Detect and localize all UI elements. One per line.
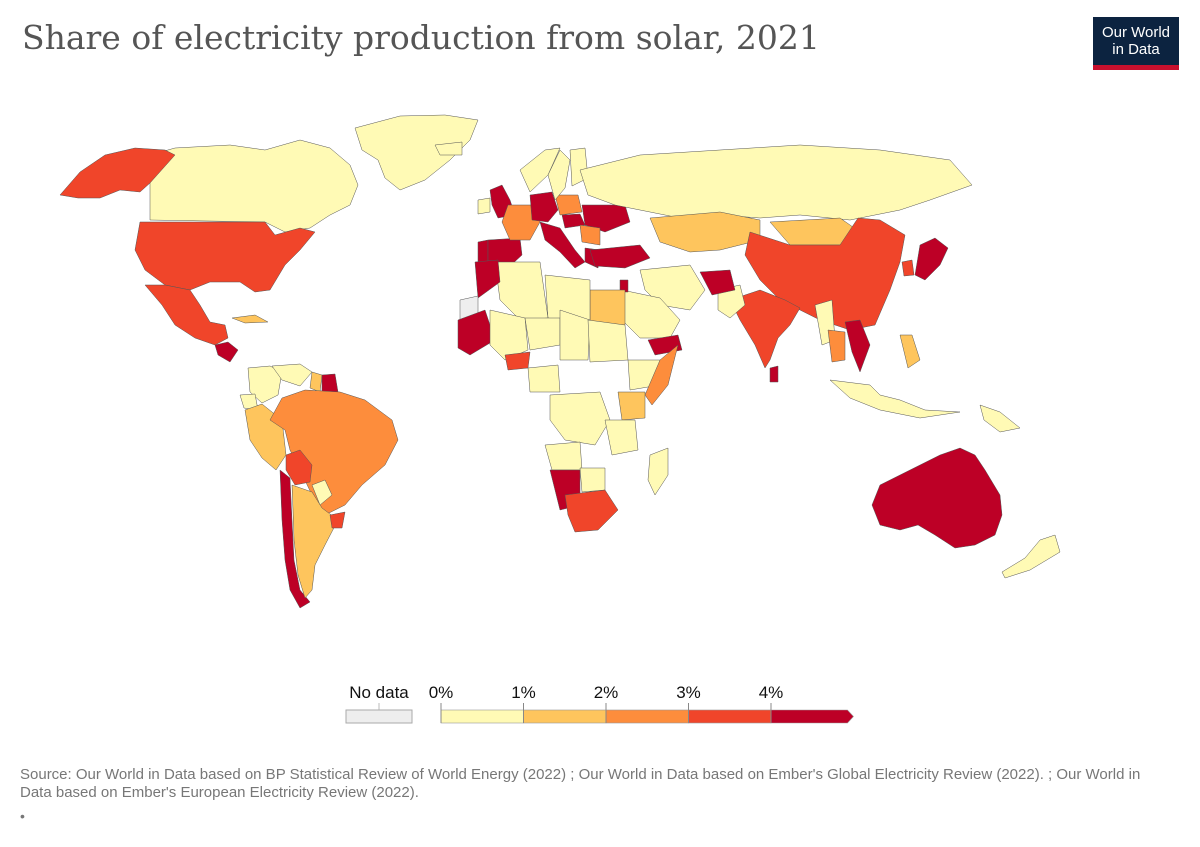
- legend-tick-label-1: 1%: [511, 683, 536, 702]
- country-canada[interactable]: Canada: [149, 139, 359, 233]
- country-botswana[interactable]: Botswana: [579, 467, 606, 493]
- country-kenya[interactable]: Kenya: [617, 391, 646, 421]
- country-venezuela[interactable]: Venezuela: [271, 363, 313, 387]
- country-norway[interactable]: Norway: [519, 147, 561, 193]
- country-guyana[interactable]: Guyana: [309, 371, 323, 393]
- country-kazakhstan[interactable]: Kazakhstan: [649, 211, 761, 253]
- legend-bin-1: [523, 709, 607, 724]
- country-vietnam[interactable]: Vietnam: [844, 319, 871, 373]
- country-indonesia[interactable]: Indonesia: [829, 379, 961, 419]
- country-dr-congo[interactable]: DR Congo: [549, 391, 611, 446]
- legend-tick-label-3: 3%: [676, 683, 701, 702]
- legend-no-data-label: No data: [349, 683, 409, 702]
- country-morocco[interactable]: Morocco: [474, 259, 501, 299]
- country-madagascar[interactable]: Madagascar: [647, 447, 669, 496]
- logo-line-2: in Data: [1112, 41, 1160, 58]
- country-turkey[interactable]: Turkey: [589, 244, 651, 269]
- country-somalia[interactable]: Somalia: [644, 344, 679, 406]
- country-bolivia[interactable]: Bolivia: [285, 449, 313, 486]
- country-uruguay[interactable]: Uruguay: [329, 511, 346, 529]
- footnote-bullet: •: [20, 808, 25, 824]
- country-india[interactable]: India: [729, 289, 801, 369]
- country-pakistan[interactable]: Pakistan: [717, 284, 746, 319]
- country-russia[interactable]: Russia: [579, 144, 973, 221]
- country-mauritania[interactable]: Mauritania: [457, 309, 496, 356]
- source-note: Source: Our World in Data based on BP St…: [20, 766, 1141, 801]
- legend-bin-2: [605, 709, 689, 724]
- country-australia[interactable]: Australia: [871, 447, 1003, 549]
- country-algeria[interactable]: Algeria: [494, 261, 549, 321]
- country-papua-new-guinea[interactable]: Papua New Guinea: [979, 404, 1021, 433]
- country-burkina-faso[interactable]: Burkina Faso: [504, 351, 531, 371]
- country-germany[interactable]: Germany: [529, 191, 559, 223]
- country-united-states[interactable]: United States: [134, 221, 316, 293]
- country-tanzania[interactable]: Tanzania: [604, 419, 639, 456]
- country-south-korea[interactable]: South Korea: [901, 259, 915, 277]
- country-chad[interactable]: Chad: [559, 309, 591, 361]
- legend-tick-label-0: 0%: [429, 683, 454, 702]
- country-jordan[interactable]: Jordan: [619, 279, 629, 293]
- country-alaska[interactable]: Alaska: [59, 147, 176, 199]
- country-portugal[interactable]: Portugal: [477, 239, 489, 263]
- country-sudan[interactable]: Sudan: [587, 319, 629, 363]
- country-suriname[interactable]: Suriname: [321, 373, 339, 393]
- country-greenland[interactable]: Greenland: [354, 114, 479, 191]
- legend-bin-0: [440, 709, 524, 724]
- country-cuba[interactable]: Cuba: [231, 314, 269, 324]
- country-chile[interactable]: Chile: [279, 469, 311, 609]
- country-italy[interactable]: Italy: [539, 221, 586, 269]
- chart-title: Share of electricity production from sol…: [22, 18, 820, 57]
- country-colombia[interactable]: Colombia: [247, 365, 283, 404]
- country-thailand[interactable]: Thailand: [827, 329, 846, 363]
- legend-color-bins: [440, 709, 854, 724]
- country-japan[interactable]: Japan: [914, 237, 949, 281]
- legend-no-data-swatch: [345, 709, 413, 724]
- country-nigeria[interactable]: Nigeria: [527, 364, 561, 393]
- country-paraguay[interactable]: Paraguay: [311, 479, 333, 506]
- logo-line-1: Our World: [1101, 24, 1171, 41]
- country-south-africa[interactable]: South Africa: [564, 489, 619, 533]
- country-ireland[interactable]: Ireland: [477, 197, 491, 215]
- country-sweden[interactable]: Sweden: [547, 149, 571, 201]
- country-sri-lanka[interactable]: Sri Lanka: [769, 365, 779, 383]
- country-romania[interactable]: Romania: [579, 224, 601, 246]
- country-afghanistan[interactable]: Afghanistan: [699, 269, 736, 296]
- country-central-america[interactable]: Central America: [214, 341, 239, 363]
- legend-bin-4: [770, 709, 854, 724]
- country-argentina[interactable]: Argentina: [291, 484, 339, 599]
- country-new-zealand[interactable]: New Zealand: [1001, 534, 1061, 579]
- legend-ticks: 0% 1% 2% 3% 4%: [429, 683, 784, 723]
- country-niger[interactable]: Niger: [524, 317, 561, 351]
- legend-bin-3: [688, 709, 772, 724]
- country-mali[interactable]: Mali: [489, 309, 529, 361]
- world-map: CanadaGreenland Alaska United StatesMexico…: [59, 114, 1061, 609]
- country-angola[interactable]: Angola: [544, 441, 583, 471]
- country-brazil[interactable]: Brazil: [269, 389, 399, 516]
- owid-logo[interactable]: Our World in Data: [1093, 17, 1179, 70]
- country-poland[interactable]: Poland: [554, 194, 583, 216]
- legend-tick-label-2: 2%: [594, 683, 619, 702]
- legend-tick-label-4: 4%: [759, 683, 784, 702]
- country-mexico[interactable]: Mexico: [144, 284, 229, 346]
- country-philippines[interactable]: Philippines: [899, 334, 921, 369]
- country-egypt[interactable]: Egypt: [589, 289, 626, 326]
- country-iceland[interactable]: Iceland: [434, 141, 463, 156]
